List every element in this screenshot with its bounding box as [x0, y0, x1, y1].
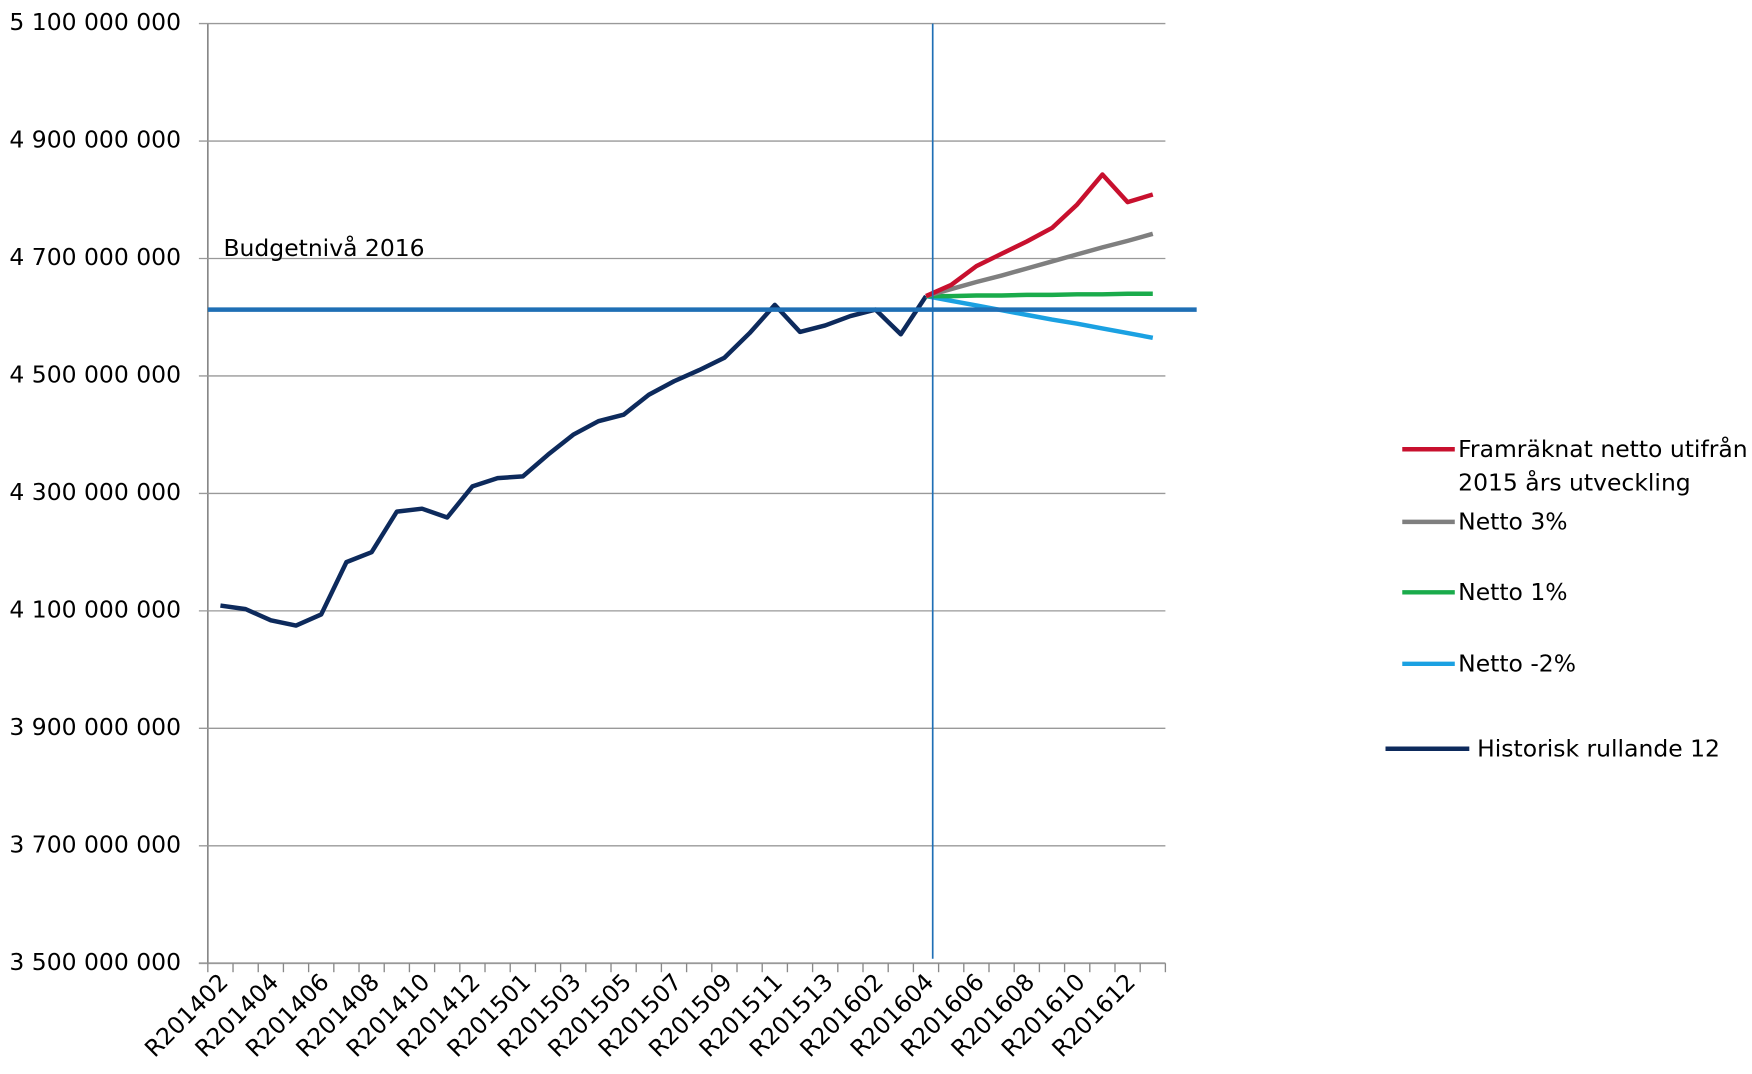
series-line	[925, 231, 1154, 299]
legend-label: Netto -2%	[1458, 650, 1577, 678]
y-tick-label: 4 700 000 000	[9, 243, 181, 271]
series-line	[220, 294, 928, 628]
legend-label: Historisk rullande 12	[1477, 735, 1720, 763]
legend-label: Netto 1%	[1458, 578, 1568, 606]
y-tick-label: 3 500 000 000	[9, 948, 181, 976]
series-line	[925, 172, 1154, 299]
y-tick-label: 5 100 000 000	[9, 8, 181, 36]
y-tick-label: 3 700 000 000	[9, 830, 181, 858]
legend-item: Netto -2%	[1458, 650, 1577, 678]
series-line	[926, 291, 1153, 299]
legend-label: Framräknat netto utifrån 2015 års utveck…	[1458, 435, 1748, 497]
legend-item: Netto 1%	[1458, 578, 1568, 606]
y-tick-label: 4 500 000 000	[9, 360, 181, 388]
legend-item: Historisk rullande 12	[1477, 735, 1720, 763]
y-tick-label: 4 300 000 000	[9, 478, 181, 506]
legend-label: Netto 3%	[1458, 508, 1568, 536]
series-line	[925, 293, 1154, 340]
budget-label: Budgetnivå 2016	[223, 234, 424, 262]
y-tick-label: 4 100 000 000	[9, 595, 181, 623]
y-tick-label: 3 900 000 000	[9, 713, 181, 741]
y-tick-label: 4 900 000 000	[9, 126, 181, 154]
legend-item: Netto 3%	[1458, 508, 1568, 536]
legend-item: Framräknat netto utifrån 2015 års utveck…	[1458, 435, 1748, 497]
